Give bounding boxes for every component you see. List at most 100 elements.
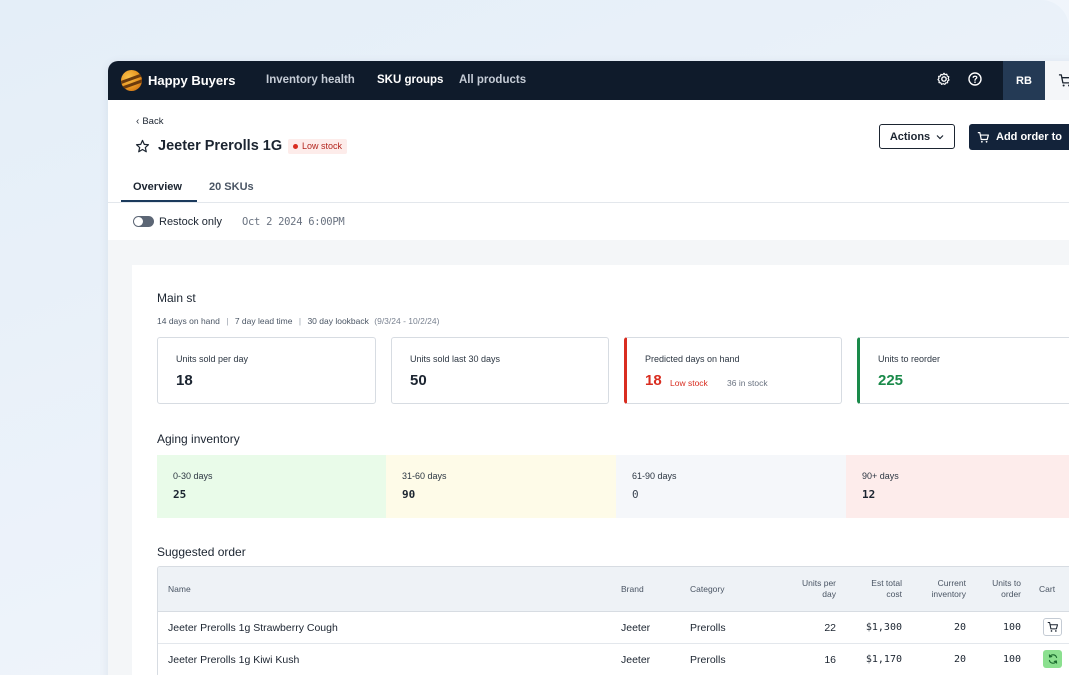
avatar-initials: RB [1016, 74, 1032, 87]
aging-bucket: 61-90 days 0 [616, 455, 846, 518]
separator: | [298, 316, 302, 326]
restock-label: Restock only [159, 216, 222, 228]
cell-units-per-day: 22 [824, 622, 836, 634]
gear-icon[interactable] [936, 71, 952, 87]
metric-value: 225 [878, 372, 904, 389]
location-panel: Main st 14 days on hand | 7 day lead tim… [132, 265, 1069, 675]
restock-toggle[interactable] [133, 216, 154, 227]
active-tab-indicator [121, 200, 197, 202]
suggested-order-table: Name Brand Category Units per day Est tot… [157, 566, 1069, 675]
actions-button[interactable]: Actions [879, 124, 955, 149]
nav-inventory-health[interactable]: Inventory health [266, 74, 355, 86]
col-label: order [1001, 589, 1021, 599]
location-title: Main st [157, 291, 196, 305]
top-cart-button[interactable] [1045, 61, 1069, 100]
metric-value: 50 [410, 372, 427, 389]
divider [108, 202, 1069, 203]
metric-value: 18 [645, 372, 662, 389]
aging-label: 90+ days [862, 471, 899, 481]
cell-brand: Jeeter [621, 654, 651, 666]
cell-current-inventory: 20 [953, 622, 966, 633]
star-icon[interactable] [135, 139, 150, 154]
aging-value: 25 [173, 488, 187, 501]
col-units-to-order[interactable]: Units to order [970, 578, 1021, 600]
help-icon[interactable] [967, 71, 983, 87]
cart-icon [1058, 74, 1069, 87]
add-to-cart-button[interactable] [1043, 618, 1062, 636]
aging-value: 0 [632, 488, 639, 501]
cell-name: Jeeter Prerolls 1g Kiwi Kush [168, 654, 300, 666]
actions-label: Actions [889, 130, 931, 143]
refresh-icon [1048, 654, 1057, 664]
nav-all-products[interactable]: All products [459, 74, 527, 86]
col-brand[interactable]: Brand [621, 584, 644, 594]
aging-value: 90 [402, 488, 416, 501]
col-category[interactable]: Category [690, 584, 725, 594]
cell-units-to-order: 100 [1002, 622, 1021, 633]
col-label: Est total [871, 578, 902, 588]
back-link[interactable]: ‹ Back [136, 116, 163, 127]
metric-status: Low stock [670, 378, 708, 388]
add-order-label: Add order to [996, 131, 1062, 143]
meta-days-on-hand: 14 days on hand [157, 316, 220, 326]
col-label: cost [886, 589, 902, 599]
table-header: Name Brand Category Units per day Est tot… [158, 567, 1069, 612]
tab-skus[interactable]: 20 SKUs [209, 181, 254, 193]
cell-est-cost: $1,300 [865, 622, 902, 633]
page-title: Jeeter Prerolls 1G [158, 138, 283, 154]
cell-name: Jeeter Prerolls 1g Strawberry Cough [168, 622, 338, 634]
table-row[interactable]: Jeeter Prerolls 1g Kiwi Kush Jeeter Prer… [158, 644, 1069, 675]
aging-bucket: 31-60 days 90 [386, 455, 616, 518]
cell-units-to-order: 100 [1002, 654, 1021, 665]
location-meta: 14 days on hand | 7 day lead time | 30 d… [157, 316, 439, 326]
metric-note: 36 in stock [727, 378, 768, 388]
cell-category: Prerolls [690, 654, 726, 666]
meta-lead-time: 7 day lead time [234, 316, 293, 326]
aging-bucket: 90+ days 12 [846, 455, 1069, 518]
suggested-title: Suggested order [157, 545, 246, 559]
add-order-button[interactable]: Add order to [969, 124, 1069, 150]
nav-sku-groups[interactable]: SKU groups [377, 74, 444, 86]
cart-icon [977, 131, 989, 143]
metric-label: Predicted days on hand [645, 354, 740, 364]
cart-icon [1047, 621, 1058, 632]
timestamp: Oct 2 2024 6:00PM [242, 216, 345, 228]
chevron-left-icon: ‹ [136, 116, 140, 127]
metric-card: Units sold last 30 days 50 [391, 337, 609, 404]
cell-brand: Jeeter [621, 622, 651, 634]
cell-units-per-day: 16 [824, 654, 836, 666]
chevron-down-icon [936, 134, 944, 139]
metric-label: Units sold last 30 days [410, 354, 501, 364]
aging-bucket: 0-30 days 25 [157, 455, 386, 518]
back-label: Back [142, 116, 164, 127]
cell-est-cost: $1,170 [865, 654, 902, 665]
cell-current-inventory: 20 [953, 654, 966, 665]
metric-card-predicted: Predicted days on hand 18 Low stock 36 i… [624, 337, 842, 404]
aging-label: 61-90 days [632, 471, 677, 481]
cell-category: Prerolls [690, 622, 726, 634]
table-row[interactable]: Jeeter Prerolls 1g Strawberry Cough Jeet… [158, 612, 1069, 644]
col-label: Current [937, 578, 966, 588]
col-label: Units per [801, 578, 836, 588]
col-cart: Cart [1039, 584, 1056, 594]
col-name[interactable]: Name [168, 584, 191, 594]
brand-name[interactable]: Happy Buyers [148, 73, 236, 88]
col-label: Units to [992, 578, 1021, 588]
in-cart-button[interactable] [1043, 650, 1062, 668]
top-nav: Happy Buyers Inventory health SKU groups… [108, 61, 1069, 100]
col-label: day [822, 589, 836, 599]
logo-icon[interactable] [121, 70, 142, 91]
app-window: Happy Buyers Inventory health SKU groups… [108, 61, 1069, 675]
col-est-cost[interactable]: Est total cost [838, 578, 902, 600]
avatar[interactable]: RB [1003, 61, 1045, 100]
tab-overview[interactable]: Overview [133, 181, 182, 193]
metric-card: Units sold per day 18 [157, 337, 376, 404]
metric-card-reorder: Units to reorder 225 [857, 337, 1069, 404]
status-badge: Low stock [288, 139, 348, 154]
col-units-per-day[interactable]: Units per day [758, 578, 836, 600]
aging-label: 31-60 days [402, 471, 447, 481]
col-current-inventory[interactable]: Current inventory [906, 578, 967, 600]
meta-date-range: (9/3/24 - 10/2/24) [374, 316, 440, 326]
metric-label: Units to reorder [878, 354, 941, 364]
